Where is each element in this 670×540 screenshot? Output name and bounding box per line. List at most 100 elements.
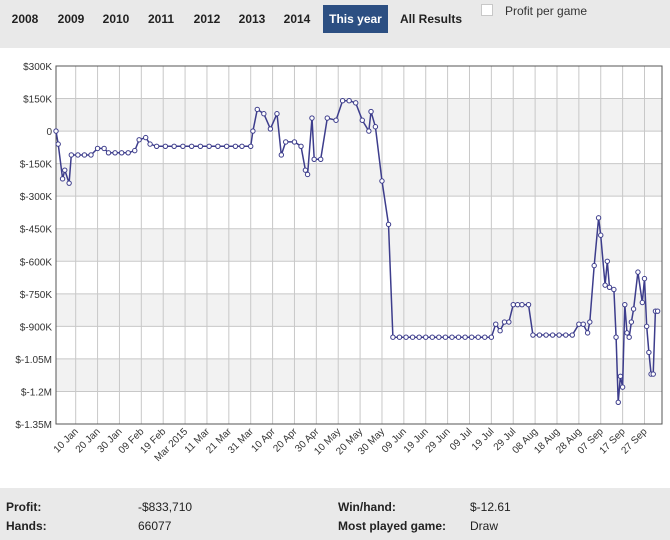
profit-data-point bbox=[339, 98, 346, 104]
profit-data-point bbox=[622, 301, 628, 308]
profit-data-point bbox=[62, 167, 68, 173]
profit-data-point bbox=[274, 111, 280, 117]
profit-data-point bbox=[455, 334, 462, 340]
tab-2012[interactable]: 2012 bbox=[193, 12, 221, 26]
profit-data-point bbox=[379, 178, 385, 184]
y-tick-label: $-750K bbox=[20, 290, 53, 301]
profit-data-point bbox=[197, 143, 204, 149]
profit-data-point bbox=[125, 150, 131, 156]
profit-per-game-label: Profit per game bbox=[505, 4, 588, 18]
y-tick-label: $-300K bbox=[20, 192, 53, 203]
profit-per-game-checkbox[interactable] bbox=[481, 4, 493, 16]
profit-data-point bbox=[248, 143, 254, 149]
profit-data-point bbox=[68, 152, 75, 158]
profit-data-point bbox=[180, 143, 186, 149]
stats-footer: Profit: -$833,710 Hands: 66077 Win/hand:… bbox=[0, 490, 670, 540]
profit-data-point bbox=[442, 334, 449, 340]
profit-data-point bbox=[468, 334, 475, 340]
tab-2011[interactable]: 2011 bbox=[147, 12, 175, 26]
tab-2013[interactable]: 2013 bbox=[238, 12, 266, 26]
profit-chart: $300K $150K 0 $-150K $-300K $-450K $-600K $-750… bbox=[0, 48, 670, 488]
profit-data-point bbox=[385, 221, 392, 228]
profit-chart-svg: $300K $150K 0 $-150K $-300K $-450K $-600K $-750… bbox=[15, 62, 663, 464]
profit-data-point bbox=[604, 258, 611, 264]
profit-data-point bbox=[215, 143, 221, 149]
profit-data-point bbox=[543, 332, 549, 338]
hands-value: 66077 bbox=[138, 519, 172, 533]
profit-data-point bbox=[598, 232, 604, 238]
profit-data-point bbox=[254, 106, 260, 113]
profit-data-point bbox=[206, 143, 212, 149]
profit-data-point bbox=[318, 156, 324, 162]
profit-data-point bbox=[94, 145, 101, 152]
tab-2010[interactable]: 2010 bbox=[102, 12, 130, 26]
profit-data-point bbox=[563, 332, 569, 338]
win-per-hand-label: Win/hand: bbox=[338, 500, 396, 514]
x-tick-label: 19 Jul bbox=[470, 426, 497, 453]
y-tick-label: $-1.2M bbox=[21, 387, 52, 398]
profit-data-point bbox=[580, 321, 586, 327]
profit-data-point bbox=[55, 141, 61, 147]
profit-data-point bbox=[619, 384, 626, 390]
y-tick-label: $-600K bbox=[20, 257, 53, 268]
profit-data-point bbox=[423, 334, 429, 340]
profit-value: -$833,710 bbox=[138, 500, 193, 514]
grid-band bbox=[56, 358, 662, 392]
profit-data-point bbox=[639, 299, 646, 306]
tab-2009[interactable]: 2009 bbox=[57, 12, 85, 26]
profit-data-point bbox=[81, 152, 88, 158]
profit-data-point bbox=[223, 143, 230, 149]
profit-data-point bbox=[366, 128, 372, 134]
profit-data-point bbox=[409, 334, 416, 340]
tab-2014[interactable]: 2014 bbox=[283, 12, 311, 26]
profit-data-point bbox=[549, 332, 556, 338]
profit-data-point bbox=[626, 334, 632, 340]
profit-data-point bbox=[429, 334, 435, 340]
tab-this-year[interactable]: This year bbox=[323, 5, 388, 33]
profit-data-point bbox=[302, 167, 309, 173]
profit-data-point bbox=[617, 373, 624, 379]
profit-data-point bbox=[188, 143, 195, 149]
profit-data-point bbox=[525, 301, 532, 308]
tab-all-results[interactable]: All Results bbox=[399, 12, 462, 26]
profit-data-point bbox=[112, 150, 118, 156]
profit-data-point bbox=[372, 124, 379, 130]
profit-data-point bbox=[488, 334, 495, 340]
profit-data-point bbox=[613, 334, 619, 340]
profit-data-point bbox=[482, 334, 488, 340]
profit-data-point bbox=[510, 301, 516, 308]
profit-data-point bbox=[654, 308, 661, 314]
y-tick-label: $-1.05M bbox=[15, 355, 52, 366]
profit-data-point bbox=[635, 269, 641, 275]
profit-data-point bbox=[171, 143, 177, 149]
profit-data-point bbox=[239, 143, 245, 149]
profit-data-point bbox=[576, 321, 582, 327]
profit-data-point bbox=[324, 115, 330, 121]
profit-data-point bbox=[88, 152, 94, 158]
profit-data-point bbox=[66, 180, 72, 186]
profit-data-point bbox=[436, 334, 442, 340]
x-tick-label: 09 Jul bbox=[448, 426, 475, 453]
profit-data-point bbox=[530, 332, 536, 338]
profit-data-point bbox=[536, 332, 543, 338]
y-tick-label: $300K bbox=[23, 62, 52, 73]
profit-label: Profit: bbox=[6, 500, 42, 514]
profit-data-point bbox=[615, 399, 621, 406]
profit-data-point bbox=[333, 117, 339, 123]
profit-data-point bbox=[153, 143, 160, 149]
win-per-hand-value: $-12.61 bbox=[470, 500, 511, 514]
y-tick-label: $150K bbox=[23, 95, 52, 106]
y-tick-label: $-900K bbox=[20, 322, 53, 333]
profit-data-point bbox=[602, 282, 608, 288]
tab-2008[interactable]: 2008 bbox=[11, 12, 39, 26]
grid-band bbox=[56, 228, 662, 262]
grid-band bbox=[56, 98, 662, 132]
profit-data-point bbox=[475, 334, 481, 340]
profit-data-point bbox=[283, 139, 289, 145]
profit-data-point bbox=[311, 156, 317, 162]
profit-data-point bbox=[643, 323, 650, 330]
profit-data-point bbox=[396, 334, 403, 340]
profit-data-point bbox=[147, 141, 153, 147]
profit-data-point bbox=[646, 349, 652, 356]
profit-data-point bbox=[403, 334, 409, 340]
